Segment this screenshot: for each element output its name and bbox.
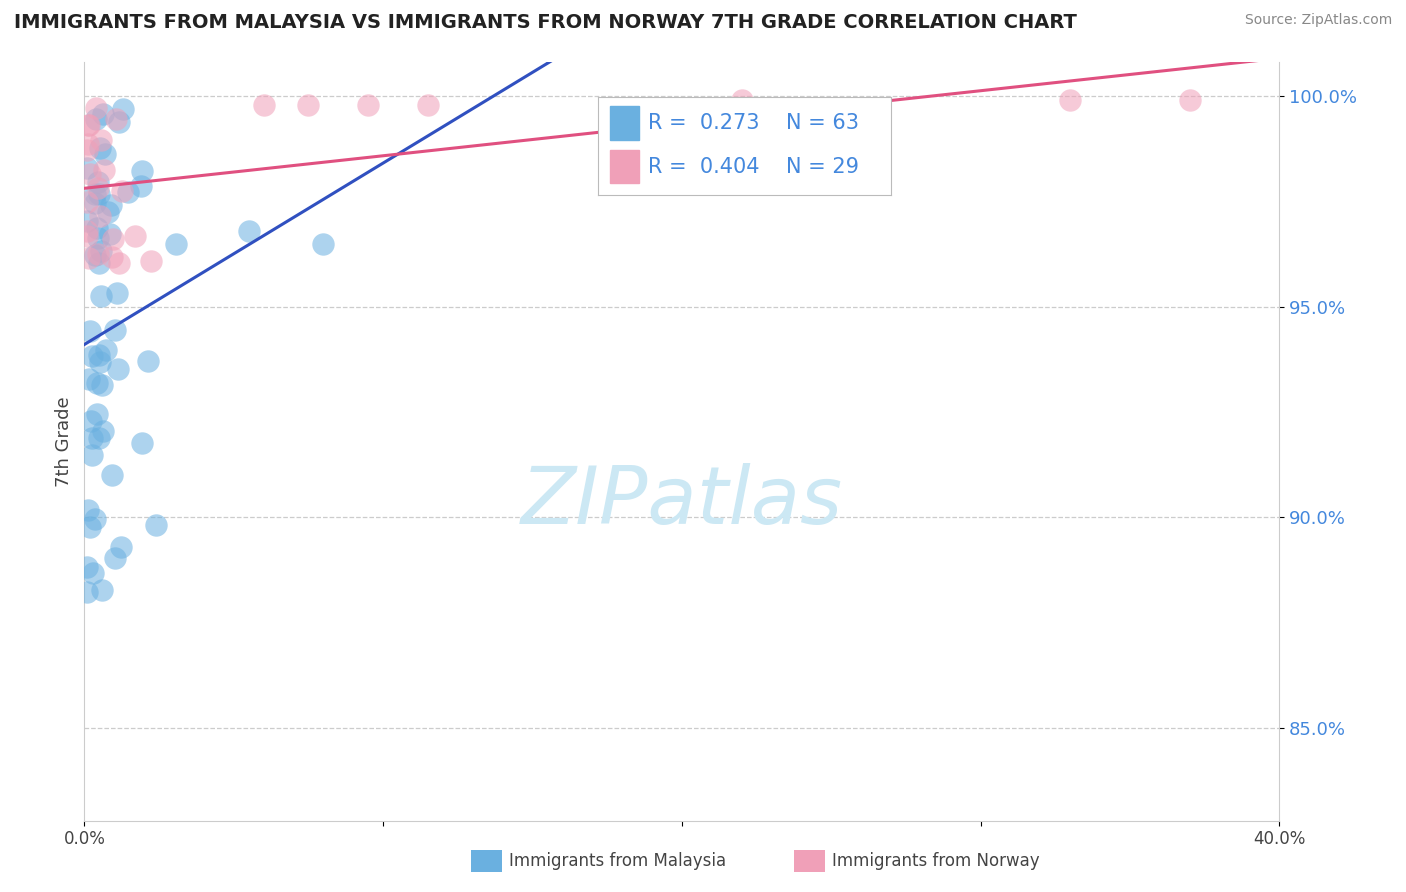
Text: Immigrants from Malaysia: Immigrants from Malaysia (509, 852, 725, 871)
Point (79, 414, 101, 428)
Point (76, 161, 98, 175)
Point (89, 186, 111, 201)
Point (87, 256, 110, 270)
Point (84, 248, 107, 262)
Point (79, 520, 101, 534)
Y-axis label: 7th Grade: 7th Grade (55, 396, 73, 487)
Point (138, 354, 160, 368)
Point (76, 137, 98, 152)
Point (129, 178, 152, 193)
Point (108, 115, 131, 129)
Point (76, 229, 98, 244)
Point (253, 97, 276, 112)
Point (731, 93, 754, 107)
Point (84, 112, 107, 127)
Point (80, 431, 103, 445)
Point (108, 256, 131, 270)
Point (91, 107, 114, 121)
Point (87, 181, 110, 195)
Point (139, 253, 162, 268)
Point (357, 97, 380, 112)
Point (86, 221, 108, 235)
Point (84, 512, 107, 526)
Text: ZIPatlas: ZIPatlas (520, 463, 844, 541)
Point (77, 118, 100, 132)
Point (112, 103, 135, 117)
Point (76, 559, 98, 574)
Point (93, 162, 115, 177)
Point (83, 186, 105, 201)
Text: Source: ZipAtlas.com: Source: ZipAtlas.com (1244, 13, 1392, 28)
Point (91, 582, 114, 597)
Point (87, 230, 110, 244)
Point (104, 112, 127, 126)
Point (98, 227, 121, 241)
Point (100, 250, 122, 264)
Point (97, 205, 120, 219)
Point (131, 164, 153, 178)
Point (104, 551, 127, 566)
Point (86, 175, 108, 189)
Point (90, 244, 112, 258)
Point (107, 361, 129, 376)
Point (117, 185, 139, 199)
Point (312, 236, 335, 251)
Point (89, 209, 111, 223)
Point (165, 237, 187, 252)
Point (101, 232, 124, 246)
Point (100, 198, 122, 212)
Point (89, 355, 111, 369)
Point (124, 228, 146, 243)
Point (77, 372, 100, 386)
Point (93, 147, 115, 161)
Point (110, 540, 132, 554)
Point (416, 97, 439, 112)
Point (104, 323, 127, 337)
Point (86, 407, 108, 421)
Point (76, 195, 98, 210)
Point (90, 133, 112, 147)
Text: Immigrants from Norway: Immigrants from Norway (832, 852, 1040, 871)
Point (1059, 93, 1081, 107)
Text: IMMIGRANTS FROM MALAYSIA VS IMMIGRANTS FROM NORWAY 7TH GRADE CORRELATION CHART: IMMIGRANTS FROM MALAYSIA VS IMMIGRANTS F… (14, 13, 1077, 32)
Point (96, 343, 118, 357)
Point (79, 167, 101, 181)
Point (76, 223, 98, 237)
Point (1178, 93, 1201, 107)
Point (82, 350, 104, 364)
Point (145, 517, 167, 532)
Point (87, 432, 110, 446)
Point (76, 503, 98, 517)
Point (77, 252, 100, 266)
Point (79, 324, 101, 338)
Point (238, 224, 260, 238)
Point (111, 184, 134, 198)
Point (93, 424, 115, 438)
Point (90, 289, 112, 303)
Point (80, 448, 103, 462)
Point (82, 566, 104, 580)
Point (105, 285, 128, 300)
Point (76, 214, 98, 228)
Point (91, 378, 114, 392)
Point (76, 143, 98, 157)
Point (100, 468, 122, 483)
Point (89, 141, 111, 155)
Point (76, 118, 98, 132)
Point (131, 435, 153, 450)
Point (84, 196, 107, 211)
Point (87, 246, 110, 260)
Point (297, 97, 319, 112)
Point (76, 585, 98, 599)
Point (87, 348, 110, 362)
Point (86, 376, 108, 390)
Point (84, 101, 107, 115)
